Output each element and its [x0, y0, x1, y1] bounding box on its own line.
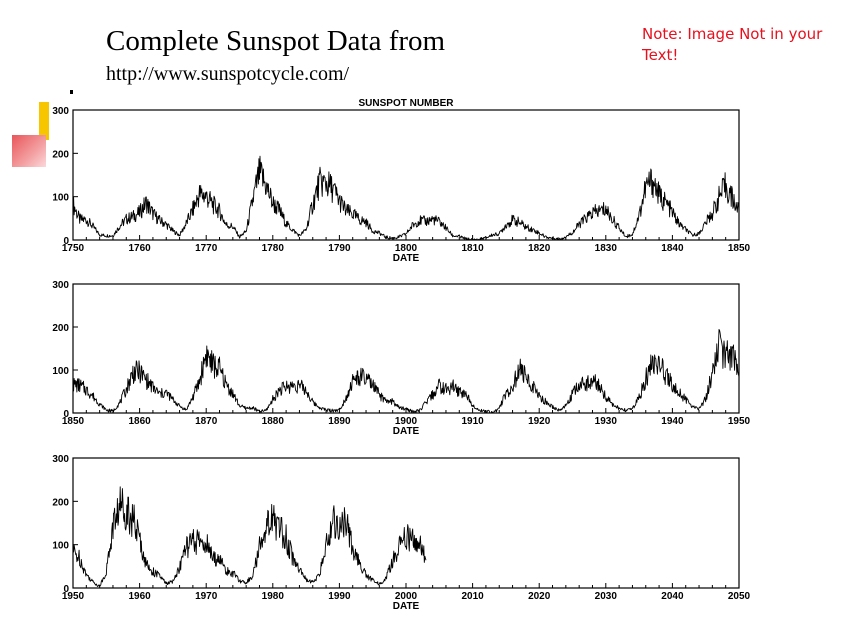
x-tick-label: 1930 — [595, 416, 618, 427]
x-tick-label: 1810 — [461, 243, 484, 254]
x-tick-label: 2030 — [595, 591, 618, 602]
chart-panel-1: 0 100 200 300 1750 1760 1770 1780 1790 1800 1810 18… — [52, 98, 750, 264]
y-tick-label: 0 — [63, 409, 69, 420]
x-tick-label: 1870 — [195, 416, 218, 427]
x-tick-label: 1760 — [128, 243, 151, 254]
x-tick-label: 1890 — [328, 416, 351, 427]
y-tick-label: 100 — [52, 193, 69, 204]
y-tick-label: 200 — [52, 323, 69, 334]
x-tick-label: 1850 — [62, 416, 85, 427]
x-tick-label: 1910 — [461, 416, 484, 427]
x-tick-label: 1780 — [262, 243, 285, 254]
x-tick-label: 1850 — [728, 243, 751, 254]
slide-title: Complete Sunspot Data from — [106, 25, 446, 57]
x-tick-label: 2040 — [661, 591, 684, 602]
plot-frame — [72, 109, 740, 241]
y-tick-label: 300 — [52, 280, 69, 291]
x-tick-label: 1820 — [528, 243, 551, 254]
x-tick-label: 1960 — [128, 591, 151, 602]
x-tick-label: 1950 — [728, 416, 751, 427]
x-axis-label: DATE — [393, 426, 420, 437]
y-tick-label: 300 — [52, 106, 69, 117]
x-tick-label: 1880 — [262, 416, 285, 427]
y-tick-label: 0 — [63, 584, 69, 595]
x-tick-label: 1990 — [328, 591, 351, 602]
x-tick-label: 2000 — [395, 591, 418, 602]
y-tick-label: 200 — [52, 149, 69, 160]
x-axis-label: DATE — [393, 601, 420, 612]
decorative-yellow-bar — [39, 102, 49, 140]
x-tick-label: 2020 — [528, 591, 551, 602]
y-tick-label: 0 — [63, 236, 69, 247]
x-tick-label: 2050 — [728, 591, 751, 602]
source-url: http://www.sunspotcycle.com/ — [106, 63, 350, 85]
decorative-red-square — [12, 135, 46, 167]
sunspot-series-line — [72, 486, 427, 587]
x-tick-label: 1900 — [395, 416, 418, 427]
chart-title: SUNSPOT NUMBER — [358, 98, 454, 109]
decorative-dot — [70, 90, 73, 94]
sunspot-series-line — [72, 329, 740, 414]
plot-frame — [72, 457, 740, 589]
chart-panel-3: 0 100 200 300 1950 1960 1970 1980 1990 2000 2010 20… — [52, 454, 750, 612]
x-tick-label: 1860 — [128, 416, 151, 427]
x-tick-label: 1950 — [62, 591, 85, 602]
x-axis-label: DATE — [393, 253, 420, 264]
x-tick-label: 1840 — [661, 243, 684, 254]
sunspot-series-line — [72, 155, 740, 241]
x-tick-label: 1830 — [595, 243, 618, 254]
y-tick-label: 200 — [52, 497, 69, 508]
x-tick-label: 1750 — [62, 243, 85, 254]
y-tick-label: 100 — [52, 541, 69, 552]
y-tick-label: 300 — [52, 454, 69, 465]
x-tick-label: 2010 — [461, 591, 484, 602]
x-tick-label: 1980 — [262, 591, 285, 602]
note-text: Note: Image Not in your Text! — [642, 25, 823, 64]
chart-panel-2: 0 100 200 300 1850 1860 1870 1880 1890 1900 1910 19… — [52, 280, 750, 437]
x-tick-label: 1790 — [328, 243, 351, 254]
x-tick-label: 1920 — [528, 416, 551, 427]
x-tick-label: 1970 — [195, 591, 218, 602]
x-tick-label: 1800 — [395, 243, 418, 254]
y-tick-label: 100 — [52, 366, 69, 377]
x-tick-label: 1770 — [195, 243, 218, 254]
x-tick-label: 1940 — [661, 416, 684, 427]
